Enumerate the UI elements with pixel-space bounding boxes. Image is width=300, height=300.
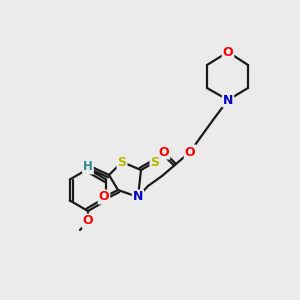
Text: O: O	[185, 146, 195, 158]
Text: O: O	[83, 214, 93, 227]
Text: S: S	[151, 155, 160, 169]
Text: O: O	[99, 190, 109, 203]
Text: O: O	[223, 46, 233, 59]
Text: S: S	[118, 155, 127, 169]
Text: O: O	[159, 146, 169, 158]
Text: H: H	[83, 160, 93, 173]
Text: N: N	[223, 94, 233, 106]
Text: N: N	[133, 190, 143, 203]
